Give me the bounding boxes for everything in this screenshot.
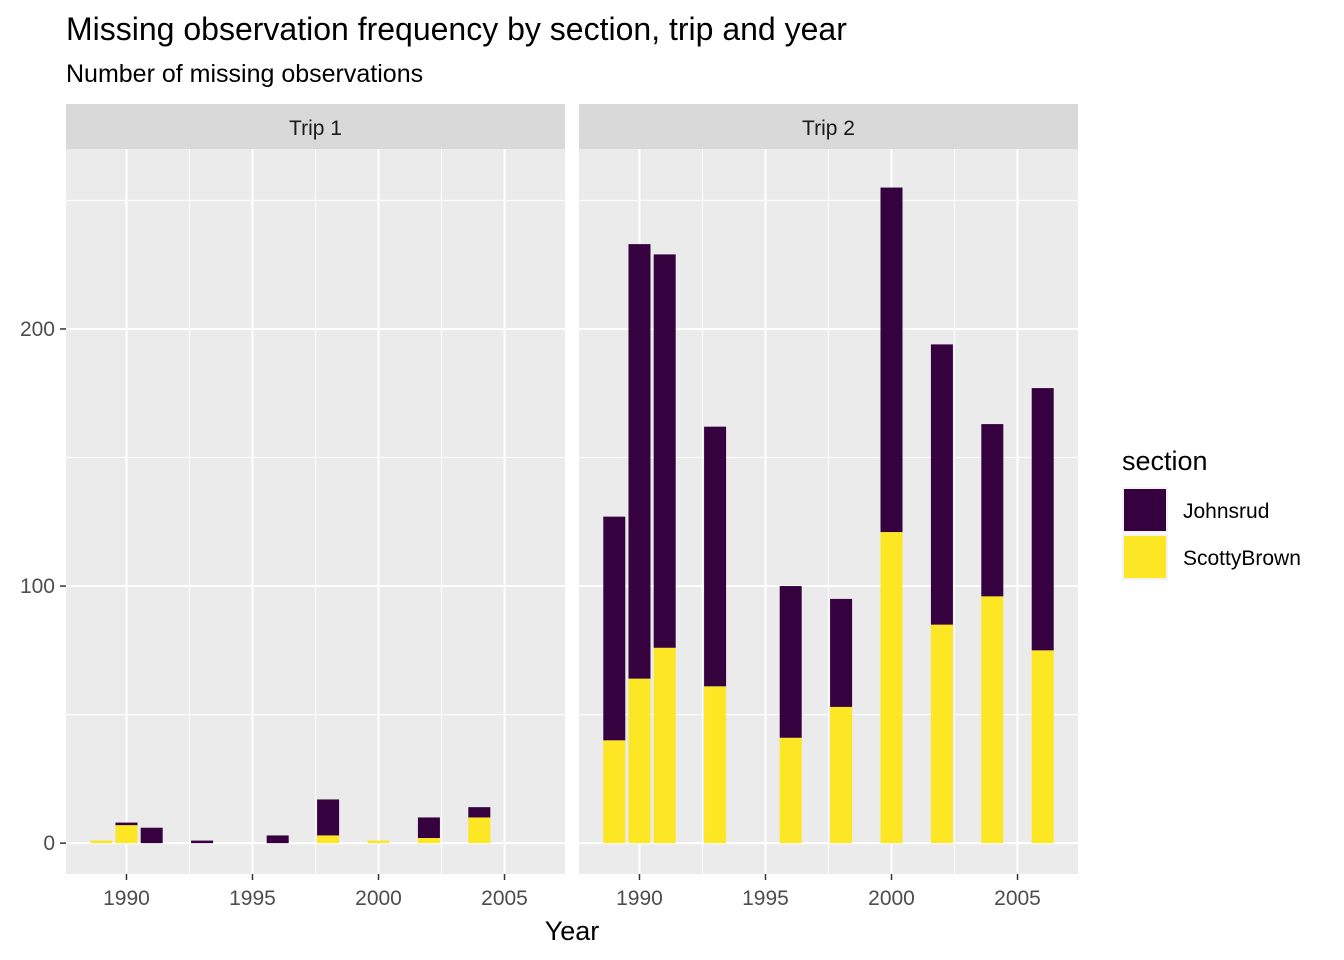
legend-title: section bbox=[1122, 446, 1208, 476]
x-tick-label: 1990 bbox=[616, 887, 663, 910]
bar-scottybrown-1989 bbox=[90, 840, 113, 844]
bar-scottybrown-1991 bbox=[653, 647, 676, 844]
bar-johnsrud-1991 bbox=[140, 827, 163, 844]
chart-title: Missing observation frequency by section… bbox=[66, 11, 847, 47]
y-tick-label: 0 bbox=[43, 832, 55, 855]
bar-scottybrown-1990 bbox=[115, 825, 138, 844]
chart-subtitle: Number of missing observations bbox=[66, 60, 423, 88]
bar-scottybrown-2000 bbox=[367, 840, 390, 844]
bar-johnsrud-1989 bbox=[603, 516, 626, 741]
legend-key-johnsrud bbox=[1124, 489, 1166, 531]
x-tick-label: 1990 bbox=[103, 887, 150, 910]
bar-johnsrud-2000 bbox=[880, 187, 903, 533]
bar-johnsrud-1996 bbox=[266, 835, 289, 844]
x-tick-label: 1995 bbox=[742, 887, 789, 910]
facet-strip-label: Trip 1 bbox=[289, 117, 342, 140]
bar-scottybrown-2002 bbox=[417, 838, 440, 844]
bar-scottybrown-2004 bbox=[981, 596, 1004, 844]
legend-key-scottybrown bbox=[1124, 536, 1166, 578]
facet-strip-label: Trip 2 bbox=[802, 117, 855, 140]
bar-scottybrown-1998 bbox=[317, 835, 340, 844]
bar-johnsrud-2004 bbox=[468, 807, 491, 818]
bar-johnsrud-1996 bbox=[779, 586, 802, 738]
bar-scottybrown-2006 bbox=[1031, 650, 1054, 844]
legend-label-johnsrud: Johnsrud bbox=[1183, 500, 1269, 523]
bar-johnsrud-1990 bbox=[628, 244, 651, 679]
bar-johnsrud-1991 bbox=[653, 254, 676, 648]
bar-johnsrud-1998 bbox=[830, 598, 853, 707]
bar-scottybrown-2002 bbox=[930, 624, 953, 844]
x-tick-label: 2005 bbox=[481, 887, 528, 910]
bar-johnsrud-2002 bbox=[930, 344, 953, 625]
bar-scottybrown-1990 bbox=[628, 678, 651, 844]
bar-johnsrud-2004 bbox=[981, 424, 1004, 597]
panel-2: Trip 2 1990 1995 2000 2005 bbox=[579, 104, 1082, 910]
x-tick-label: 2005 bbox=[994, 887, 1041, 910]
bar-scottybrown-2000 bbox=[880, 532, 903, 844]
bar-scottybrown-2004 bbox=[468, 817, 491, 844]
bar-scottybrown-1996 bbox=[779, 737, 802, 844]
x-axis-title: Year bbox=[545, 916, 600, 946]
bar-johnsrud-1993 bbox=[191, 840, 214, 844]
y-tick-label: 200 bbox=[20, 318, 55, 341]
x-tick-label: 2000 bbox=[355, 887, 402, 910]
bar-johnsrud-2006 bbox=[1031, 388, 1054, 651]
bar-scottybrown-1998 bbox=[830, 706, 853, 844]
bar-johnsrud-2002 bbox=[417, 817, 440, 839]
legend: section Johnsrud ScottyBrown bbox=[1122, 446, 1301, 580]
panel-1: Trip 1 1990 1995 2000 2005 0 100 200 bbox=[20, 104, 569, 910]
bar-johnsrud-1993 bbox=[704, 426, 727, 687]
x-tick-label: 2000 bbox=[868, 887, 915, 910]
bar-scottybrown-1989 bbox=[603, 740, 626, 844]
legend-label-scottybrown: ScottyBrown bbox=[1183, 547, 1301, 570]
bar-johnsrud-1998 bbox=[317, 799, 340, 836]
facet-strip bbox=[579, 104, 1078, 149]
facet-panels: Trip 1 1990 1995 2000 2005 0 100 200 Trip 2 1990 1… bbox=[20, 104, 1082, 910]
x-tick-label: 1995 bbox=[229, 887, 276, 910]
facet-strip bbox=[66, 104, 565, 149]
y-tick-label: 100 bbox=[20, 575, 55, 598]
bar-scottybrown-1993 bbox=[704, 686, 727, 844]
bar-johnsrud-1990 bbox=[115, 822, 138, 826]
